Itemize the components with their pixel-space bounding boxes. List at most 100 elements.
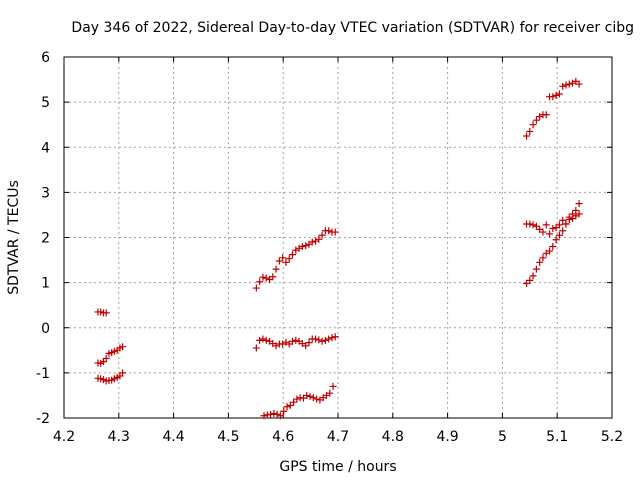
- data-point: [102, 354, 110, 362]
- series-arc-6: [260, 382, 337, 420]
- data-point: [529, 272, 537, 280]
- data-point: [256, 278, 264, 286]
- data-point: [325, 335, 333, 343]
- data-point: [315, 336, 323, 344]
- data-point: [325, 227, 333, 235]
- data-point: [252, 344, 260, 352]
- data-point: [536, 113, 544, 121]
- data-point: [312, 335, 320, 343]
- data-point: [555, 231, 563, 239]
- data-point: [575, 210, 583, 218]
- x-tick-label: 4.3: [108, 429, 130, 445]
- data-point: [302, 242, 310, 250]
- data-point: [272, 265, 280, 273]
- data-point: [276, 412, 284, 420]
- data-point: [559, 82, 567, 90]
- data-point: [260, 412, 268, 420]
- y-axis-label: SDTVAR / TECUs: [6, 180, 22, 295]
- data-point: [275, 257, 283, 265]
- data-point: [575, 80, 583, 88]
- data-point: [552, 236, 560, 244]
- data-point: [559, 227, 567, 235]
- data-point: [328, 334, 336, 342]
- data-point: [290, 398, 298, 406]
- data-point: [329, 382, 337, 390]
- data-point: [526, 127, 534, 135]
- data-point: [292, 336, 300, 344]
- data-point: [267, 410, 275, 418]
- data-point: [559, 216, 567, 224]
- y-tick-label: 4: [41, 140, 50, 156]
- data-point: [562, 220, 570, 228]
- series-arc-5: [252, 333, 339, 352]
- x-tick-label: 4.6: [272, 429, 294, 445]
- data-point: [256, 336, 264, 344]
- grid-lines: [64, 57, 612, 418]
- data-point: [331, 333, 339, 341]
- data-point: [262, 274, 270, 282]
- data-point: [303, 391, 311, 399]
- data-point: [259, 335, 267, 343]
- data-point: [280, 407, 288, 415]
- data-point: [262, 336, 270, 344]
- y-tick-label: 0: [41, 321, 50, 337]
- data-point: [529, 121, 537, 129]
- data-point: [119, 343, 127, 351]
- x-tick-label: 4.8: [382, 429, 404, 445]
- data-point: [321, 336, 329, 344]
- data-point: [279, 340, 287, 348]
- data-point: [293, 395, 301, 403]
- data-points: [94, 77, 583, 420]
- data-point: [532, 222, 540, 230]
- series-arc-7: [523, 77, 583, 140]
- x-axis-label: GPS time / hours: [279, 459, 396, 475]
- data-point: [269, 273, 277, 281]
- data-point: [292, 246, 300, 254]
- data-point: [302, 342, 310, 350]
- data-point: [318, 231, 326, 239]
- data-point: [529, 221, 537, 229]
- series-arc-3: [94, 369, 127, 385]
- data-point: [283, 403, 291, 411]
- data-point: [306, 392, 314, 400]
- x-tick-label: 5.1: [546, 429, 568, 445]
- series-arc-8: [523, 210, 583, 238]
- series-arc-1: [94, 308, 110, 317]
- data-point: [523, 132, 531, 140]
- data-point: [555, 221, 563, 229]
- data-point: [289, 337, 297, 345]
- data-point: [326, 389, 334, 397]
- y-tick-label: -1: [36, 366, 50, 382]
- data-point: [259, 273, 267, 281]
- data-point: [279, 254, 287, 262]
- data-point: [569, 79, 577, 87]
- data-point: [549, 224, 557, 232]
- data-point: [542, 221, 550, 229]
- data-point: [282, 338, 290, 346]
- data-point: [270, 409, 278, 417]
- data-point: [526, 276, 534, 284]
- data-point: [562, 81, 570, 89]
- data-point: [523, 280, 531, 288]
- data-point: [315, 235, 323, 243]
- data-point: [298, 243, 306, 251]
- plot-frame: [63, 56, 613, 419]
- data-point: [289, 251, 297, 259]
- x-tick-label: 4.5: [217, 429, 239, 445]
- data-point: [555, 90, 563, 98]
- data-point: [102, 309, 110, 317]
- data-point: [318, 337, 326, 345]
- data-point: [575, 200, 583, 208]
- y-tick-label: 2: [41, 231, 50, 247]
- x-tick-label: 5.2: [601, 429, 623, 445]
- x-tick-label: 4.7: [327, 429, 349, 445]
- data-point: [565, 213, 573, 221]
- data-point: [526, 220, 534, 228]
- data-point: [569, 210, 577, 218]
- data-point: [305, 339, 313, 347]
- y-tick-label: -2: [36, 411, 50, 427]
- y-tick-label: 5: [41, 95, 50, 111]
- data-point: [295, 244, 303, 252]
- chart-title: Day 346 of 2022, Sidereal Day-to-day VTE…: [71, 20, 634, 36]
- series-arc-2: [94, 343, 127, 367]
